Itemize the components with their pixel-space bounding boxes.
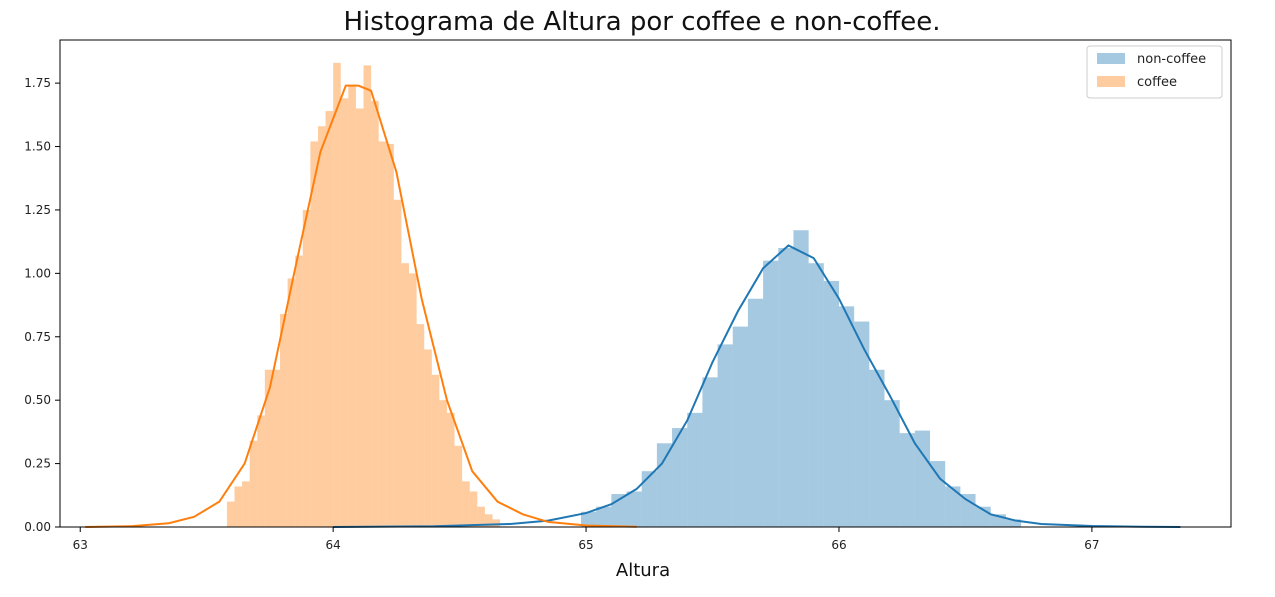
bar-non-coffee	[930, 461, 946, 527]
x-axis-ticks: 63 64 65 66 67	[73, 527, 1100, 552]
bar-coffee	[355, 108, 364, 527]
bar-coffee	[340, 98, 349, 527]
x-tick-label: 65	[578, 538, 593, 552]
bar-coffee	[310, 141, 318, 527]
bar-coffee	[272, 369, 281, 527]
bar-coffee	[492, 519, 501, 527]
bar-non-coffee	[717, 344, 733, 528]
bar-non-coffee	[732, 326, 748, 527]
histogram-bars	[226, 62, 1022, 528]
bar-non-coffee	[581, 511, 597, 527]
bar-coffee	[484, 514, 493, 527]
bar-non-coffee	[793, 230, 809, 528]
y-tick-label: 0.75	[24, 330, 51, 344]
y-tick-label: 0.25	[24, 457, 51, 471]
bar-non-coffee	[626, 491, 642, 527]
bar-non-coffee	[702, 377, 718, 527]
plot-frame	[59, 39, 1232, 528]
bar-coffee	[439, 400, 447, 527]
bar-coffee	[386, 143, 394, 528]
bar-coffee	[280, 313, 288, 527]
y-tick-label: 1.75	[24, 76, 51, 90]
bar-non-coffee	[641, 471, 657, 527]
bar-non-coffee	[854, 321, 870, 527]
bar-non-coffee	[914, 430, 931, 527]
x-tick-label: 66	[831, 538, 846, 552]
bar-coffee	[401, 263, 410, 527]
bar-non-coffee	[1005, 519, 1022, 527]
bar-coffee	[477, 506, 485, 527]
chart-title: Histograma de Altura por coffee e non-co…	[343, 7, 940, 37]
bar-coffee	[424, 349, 432, 527]
bar-coffee	[462, 481, 470, 527]
bar-non-coffee	[747, 298, 764, 527]
legend-label-coffee: coffee	[1137, 75, 1177, 90]
bar-coffee	[257, 415, 265, 527]
bar-coffee	[325, 111, 334, 528]
bar-non-coffee	[945, 486, 961, 527]
kde-curves	[85, 84, 1181, 528]
bar-coffee	[469, 491, 478, 527]
bar-non-coffee	[778, 247, 794, 528]
bar-coffee	[234, 486, 243, 527]
legend: non-coffee coffee	[1086, 45, 1223, 99]
y-tick-label: 1.00	[24, 266, 51, 280]
bar-coffee	[249, 440, 258, 527]
bar-coffee	[378, 141, 387, 527]
kde-line-coffee	[85, 84, 637, 528]
bar-non-coffee	[960, 494, 976, 527]
bar-coffee	[363, 65, 372, 528]
bar-non-coffee	[869, 369, 885, 527]
bar-coffee	[317, 126, 326, 528]
x-tick-label: 64	[326, 538, 341, 552]
bar-coffee	[333, 62, 341, 527]
bar-coffee	[431, 374, 440, 527]
bar-non-coffee	[672, 428, 688, 527]
legend-label-non-coffee: non-coffee	[1137, 52, 1206, 67]
bar-non-coffee	[899, 433, 915, 527]
bar-coffee	[393, 199, 402, 528]
bar-non-coffee	[596, 506, 612, 527]
bar-coffee	[446, 412, 455, 527]
x-tick-label: 67	[1084, 538, 1099, 552]
bar-non-coffee	[808, 263, 824, 527]
bar-non-coffee	[656, 443, 673, 527]
bar-coffee	[371, 100, 379, 528]
y-axis-ticks: 0.00 0.25 0.50 0.75 1.00 1.25 1.50 1.75	[24, 76, 60, 534]
y-tick-label: 0.50	[24, 393, 51, 407]
legend-swatch-non-coffee	[1097, 53, 1125, 64]
bar-non-coffee	[687, 412, 703, 527]
bar-non-coffee	[884, 400, 900, 527]
bar-non-coffee	[763, 260, 779, 527]
bar-coffee	[409, 273, 417, 527]
bar-coffee	[454, 445, 463, 527]
y-tick-label: 1.25	[24, 203, 51, 217]
bar-non-coffee	[838, 306, 855, 527]
legend-swatch-coffee	[1097, 76, 1125, 87]
kde-line-non-coffee	[333, 244, 1181, 528]
y-tick-label: 1.50	[24, 140, 51, 154]
bar-non-coffee	[823, 280, 839, 527]
bar-coffee	[416, 324, 425, 527]
bar-coffee	[302, 209, 311, 527]
legend-box	[1086, 45, 1223, 99]
y-tick-label: 0.00	[24, 520, 51, 534]
bar-coffee	[264, 369, 273, 527]
bar-coffee	[242, 481, 250, 527]
bar-coffee	[226, 501, 235, 527]
bar-coffee	[287, 278, 296, 527]
x-axis-label: Altura	[616, 560, 670, 581]
bar-coffee	[348, 85, 356, 527]
x-tick-label: 63	[73, 538, 88, 552]
bar-coffee	[295, 255, 303, 527]
